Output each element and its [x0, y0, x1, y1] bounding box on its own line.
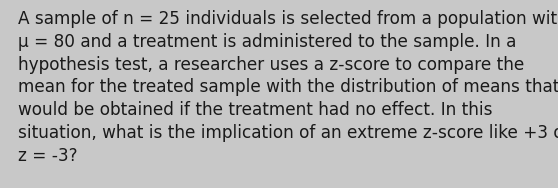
Text: z = -3?: z = -3? [18, 147, 78, 165]
Text: situation, what is the implication of an extreme z-score like +3 or: situation, what is the implication of an… [18, 124, 558, 142]
Text: A sample of n = 25 individuals is selected from a population with: A sample of n = 25 individuals is select… [18, 10, 558, 28]
Text: hypothesis test, a researcher uses a z-score to compare the: hypothesis test, a researcher uses a z-s… [18, 56, 525, 74]
Text: μ = 80 and a treatment is administered to the sample. In a: μ = 80 and a treatment is administered t… [18, 33, 516, 51]
Text: mean for the treated sample with the distribution of means that: mean for the treated sample with the dis… [18, 78, 558, 96]
Text: would be obtained if the treatment had no effect. In this: would be obtained if the treatment had n… [18, 101, 493, 119]
